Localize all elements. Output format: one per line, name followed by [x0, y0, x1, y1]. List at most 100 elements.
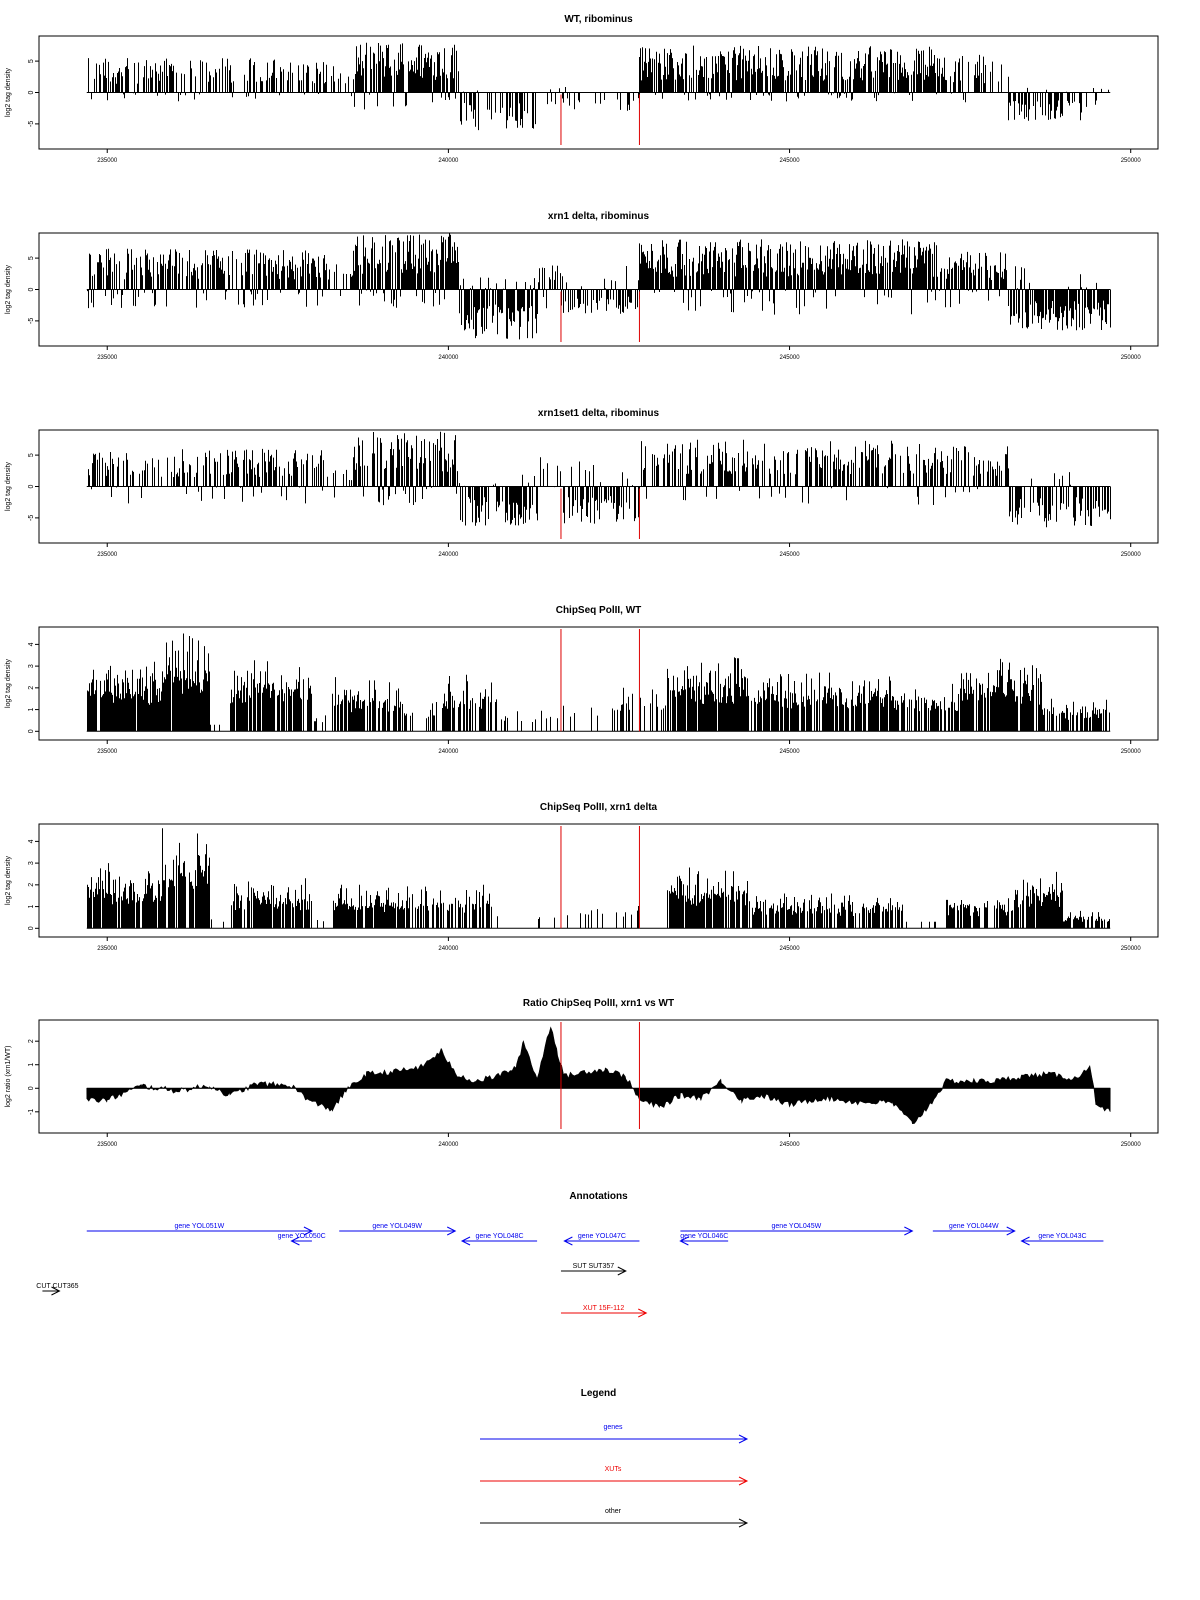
bar-segment — [539, 266, 561, 309]
y-tick-label: 0 — [28, 90, 35, 94]
bar-mark — [941, 446, 1009, 497]
y-axis-label: log2 ratio (xrn1/WT) — [5, 1046, 12, 1108]
bar-mark — [538, 457, 561, 502]
ratio-area — [87, 1027, 1110, 1123]
bar-mark — [429, 885, 490, 929]
x-tick-label: 245000 — [780, 749, 801, 755]
y-tick-label: 5 — [28, 453, 35, 457]
x-tick-label: 240000 — [438, 552, 459, 558]
chart-panel: xrn1 delta, ribominus log2 tag density -5 0… — [5, 211, 1158, 361]
x-tick-label: 250000 — [1121, 1142, 1142, 1148]
bar-mark — [443, 675, 497, 732]
x-tick-label: 240000 — [438, 158, 459, 164]
bar-segment — [163, 828, 210, 928]
bar-mark — [460, 475, 538, 526]
bar-segment — [318, 920, 324, 928]
bar-mark — [893, 684, 961, 731]
bar-mark — [947, 898, 1015, 928]
bar-segment — [564, 706, 598, 732]
bar-mark — [668, 868, 748, 929]
bar-mark — [1102, 89, 1111, 93]
x-tick-label: 235000 — [97, 749, 118, 755]
annotation-label: XUT 15F-112 — [583, 1305, 624, 1312]
bar-mark — [568, 906, 639, 928]
x-tick-label: 250000 — [1121, 552, 1142, 558]
bar-mark — [461, 91, 536, 131]
bar-mark — [232, 878, 312, 928]
y-tick-label: 0 — [28, 926, 35, 930]
y-tick-label: 2 — [28, 883, 35, 887]
bar-segment — [947, 898, 1015, 928]
annotation-label: gene YOL047C — [578, 1233, 626, 1240]
bar-segment — [642, 440, 938, 505]
bar-segment — [1043, 699, 1110, 732]
bar-mark — [1009, 266, 1111, 330]
y-tick-label: 2 — [28, 1039, 35, 1043]
annotation-gene: gene YOL049W — [339, 1223, 455, 1235]
annotation-gene: gene YOL050C — [278, 1233, 326, 1245]
bar-segment — [354, 43, 459, 110]
bar-segment — [502, 711, 536, 731]
bar-segment — [443, 675, 497, 732]
bar-segment — [640, 46, 940, 102]
bar-segment — [89, 58, 326, 101]
bar-segment — [1102, 89, 1111, 93]
bar-segment — [668, 657, 749, 731]
bar-segment — [232, 878, 312, 928]
legend-label: genes — [603, 1424, 623, 1431]
bar-segment — [231, 660, 312, 731]
bar-segment — [212, 919, 224, 928]
bar-segment — [88, 863, 163, 928]
bar-mark — [333, 677, 401, 731]
x-tick-label: 245000 — [780, 355, 801, 361]
x-tick-label: 240000 — [438, 946, 459, 952]
bar-mark — [327, 260, 354, 296]
annotation-xut: XUT 15F-112 — [561, 1305, 646, 1317]
y-tick-label: 4 — [28, 839, 35, 843]
y-tick-label: 4 — [28, 642, 35, 646]
x-tick-label: 250000 — [1121, 946, 1142, 952]
bar-mark — [403, 702, 437, 731]
bar-mark — [211, 725, 220, 732]
annotation-gene: gene YOL043C — [1022, 1233, 1104, 1245]
bar-mark — [548, 88, 560, 104]
bar-segment — [1063, 911, 1110, 928]
chart-panel: WT, ribominuslog2 tag density-505235000 2… — [5, 14, 1158, 164]
bar-mark — [640, 239, 940, 314]
y-axis-label: log2 tag density — [5, 264, 12, 314]
annotation-gene: gene YOL047C — [564, 1233, 639, 1245]
chart-title: WT, ribominus — [564, 14, 633, 25]
bar-segment — [1010, 472, 1111, 527]
x-tick-label: 250000 — [1121, 355, 1142, 361]
bar-mark — [212, 919, 224, 928]
chart-title: Ratio ChipSeq PolII, xrn1 vs WT — [523, 998, 674, 1009]
legend-title: Legend — [581, 1388, 617, 1399]
bar-mark — [1016, 872, 1063, 928]
bar-segment — [354, 233, 459, 307]
bar-mark — [354, 233, 459, 307]
bar-segment — [640, 239, 940, 314]
bar-mark — [88, 863, 163, 928]
bar-segment — [403, 702, 437, 731]
y-tick-label: 2 — [28, 686, 35, 690]
bar-segment — [460, 278, 538, 340]
x-tick-label: 250000 — [1121, 749, 1142, 755]
x-tick-label: 235000 — [97, 158, 118, 164]
x-tick-label: 245000 — [780, 946, 801, 952]
bar-mark — [1010, 472, 1111, 527]
annotation-other: SUT SUT357 — [561, 1263, 626, 1275]
bar-mark — [942, 55, 1009, 102]
bar-segment — [315, 715, 326, 731]
chart-title: ChipSeq PolII, xrn1 delta — [540, 802, 658, 813]
bar-mark — [328, 470, 354, 498]
bar-segment — [548, 88, 560, 104]
bar-segment — [941, 446, 1009, 497]
bar-mark — [961, 659, 1042, 731]
y-tick-label: 0 — [28, 484, 35, 488]
bar-mark — [88, 662, 163, 732]
x-tick-label: 245000 — [780, 552, 801, 558]
bar-segment — [961, 659, 1042, 731]
bar-segment — [461, 91, 536, 131]
chart-panel: Ratio ChipSeq PolII, xrn1 vs WT log2 rati… — [5, 998, 1158, 1148]
